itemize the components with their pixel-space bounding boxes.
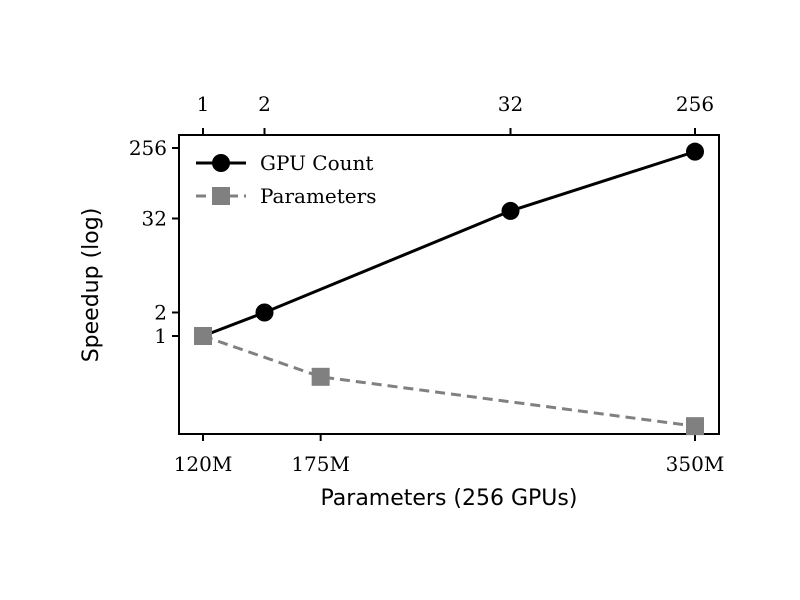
- top-tick-label: 32: [498, 92, 523, 116]
- legend-parameters-marker: [212, 187, 230, 205]
- data-point: [686, 417, 704, 436]
- top-x-axis-ticks: 1 2 32 256: [197, 92, 714, 135]
- data-point: [311, 367, 330, 386]
- series-line: [202, 334, 696, 428]
- bottom-tick-label: 350M: [666, 452, 725, 476]
- series-line: [202, 150, 696, 338]
- plot-frame: [178, 134, 720, 435]
- y-axis-ticks: 12 32 256: [129, 136, 179, 348]
- data-point: [194, 327, 212, 345]
- y-tick-label: 2: [154, 301, 167, 325]
- top-tick-label: 256: [676, 92, 714, 116]
- bottom-tick-label: 120M: [174, 452, 233, 476]
- bottom-tick-label: 175M: [291, 452, 350, 476]
- y-tick-label: 256: [129, 136, 167, 160]
- series-parameters: [194, 327, 704, 436]
- legend-gpu-count-marker: [212, 154, 230, 172]
- y-axis-label: Speedup (log): [79, 208, 104, 363]
- legend: GPU Count Parameters: [196, 151, 376, 208]
- data-point: [255, 303, 274, 322]
- legend-gpu-count-label: GPU Count: [260, 151, 373, 175]
- x-axis-label: Parameters (256 GPUs): [321, 486, 578, 511]
- data-point: [686, 142, 704, 161]
- top-tick-label: 2: [258, 92, 271, 116]
- bottom-x-axis-ticks: 120M 175M 350M: [174, 434, 725, 476]
- top-tick-label: 1: [197, 92, 210, 116]
- legend-parameters-label: Parameters: [260, 184, 376, 208]
- y-tick-label: 1: [154, 324, 167, 348]
- y-tick-label: 32: [142, 207, 167, 231]
- series-layer: [194, 142, 704, 436]
- data-point: [501, 201, 520, 220]
